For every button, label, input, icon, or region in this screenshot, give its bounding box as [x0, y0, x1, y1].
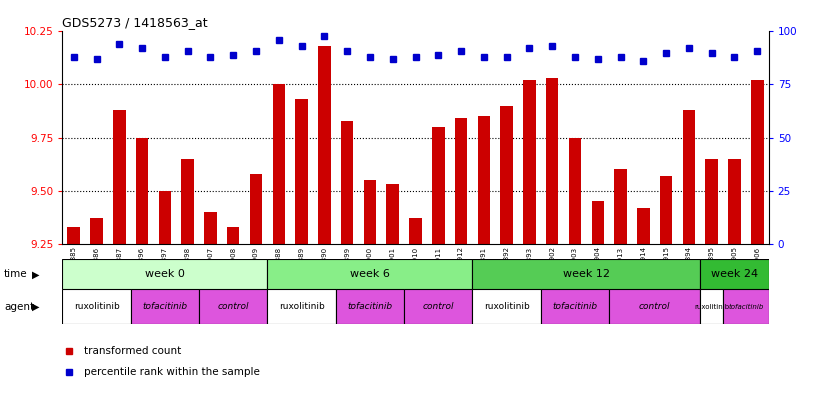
Bar	[250, 174, 263, 244]
Bar	[637, 208, 650, 244]
Bar	[336, 289, 404, 324]
Bar	[592, 201, 604, 244]
Text: percentile rank within the sample: percentile rank within the sample	[83, 367, 259, 377]
Text: ruxolitinib: ruxolitinib	[694, 303, 730, 310]
Bar	[473, 289, 541, 324]
Text: tofacitinib: tofacitinib	[728, 303, 764, 310]
Text: week 0: week 0	[145, 269, 184, 279]
Bar	[432, 127, 445, 244]
Bar	[541, 289, 609, 324]
Text: control: control	[422, 302, 454, 311]
Bar	[318, 46, 331, 244]
Bar	[341, 121, 353, 244]
Bar	[135, 138, 149, 244]
Bar	[682, 110, 696, 244]
Bar	[364, 180, 376, 244]
Bar	[568, 138, 581, 244]
Bar	[614, 169, 627, 244]
Bar	[701, 259, 769, 289]
Text: tofacitinib: tofacitinib	[553, 302, 597, 311]
Bar	[199, 289, 268, 324]
Bar	[67, 227, 80, 244]
Text: week 24: week 24	[711, 269, 758, 279]
Bar	[524, 80, 536, 244]
Bar	[62, 259, 268, 289]
Text: ▶: ▶	[32, 269, 39, 279]
Bar	[268, 289, 336, 324]
Bar	[91, 218, 103, 244]
Bar	[113, 110, 125, 244]
Bar	[404, 289, 473, 324]
Text: ruxolitinib: ruxolitinib	[484, 302, 529, 311]
Text: control: control	[639, 302, 671, 311]
Bar	[386, 184, 399, 244]
Text: transformed count: transformed count	[83, 346, 181, 356]
Text: control: control	[218, 302, 249, 311]
Text: tofacitinib: tofacitinib	[347, 302, 392, 311]
Text: GDS5273 / 1418563_at: GDS5273 / 1418563_at	[62, 16, 208, 29]
Text: week 6: week 6	[350, 269, 390, 279]
Bar	[455, 118, 467, 244]
Bar	[609, 289, 701, 324]
Text: ruxolitinib: ruxolitinib	[278, 302, 324, 311]
Bar	[473, 259, 701, 289]
Bar	[500, 106, 513, 244]
Bar	[409, 218, 422, 244]
Bar	[706, 159, 718, 244]
Text: time: time	[4, 269, 27, 279]
Text: agent: agent	[4, 301, 34, 312]
Bar	[159, 191, 171, 244]
Bar	[723, 289, 769, 324]
Bar	[546, 78, 558, 244]
Text: ruxolitinib: ruxolitinib	[74, 302, 120, 311]
Bar	[268, 259, 473, 289]
Bar	[728, 159, 740, 244]
Text: ▶: ▶	[32, 301, 39, 312]
Bar	[751, 80, 764, 244]
Bar	[227, 227, 239, 244]
Bar	[660, 176, 672, 244]
Bar	[478, 116, 490, 244]
Bar	[62, 289, 130, 324]
Bar	[701, 289, 723, 324]
Bar	[130, 289, 199, 324]
Bar	[181, 159, 194, 244]
Text: week 12: week 12	[563, 269, 610, 279]
Bar	[204, 212, 217, 244]
Bar	[273, 84, 285, 244]
Text: tofacitinib: tofacitinib	[142, 302, 188, 311]
Bar	[295, 99, 307, 244]
